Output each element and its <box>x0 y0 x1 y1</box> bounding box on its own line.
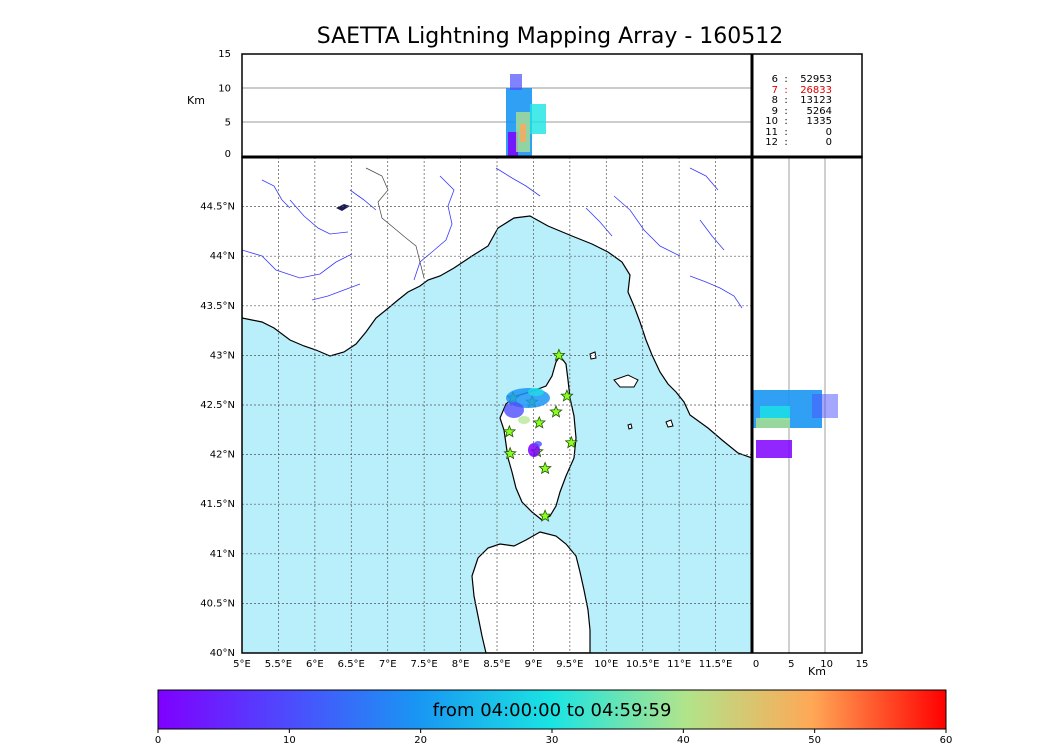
lon-tick-label: 6.5°E <box>338 659 365 670</box>
station-star-icon <box>503 446 517 460</box>
stats-row: 9: 5264 <box>760 105 856 118</box>
stats-label: 12 <box>765 137 778 148</box>
lat-tick-label: 44.5°N <box>200 202 235 213</box>
stats-value: 1335 <box>806 116 832 127</box>
lake <box>336 204 350 211</box>
lat-tick-label: 41.5°N <box>200 499 235 510</box>
colorbar-ticks: 0 10 20 30 40 50 60 <box>155 729 953 746</box>
stats-row: 7:26833 <box>760 84 856 97</box>
stats-separator: : <box>784 74 788 85</box>
land-mainland <box>242 157 752 459</box>
station-star-icon <box>532 415 547 429</box>
colorbar-tick-label: 30 <box>546 735 559 746</box>
lon-tick-label: 9.5°E <box>556 659 583 670</box>
station-star-icon <box>549 404 563 418</box>
colorbar-tick-label: 20 <box>414 735 427 746</box>
lat-tick-label: 43.5°N <box>200 301 235 312</box>
lat-lon-grid <box>242 157 752 653</box>
lon-tick-label: 8°E <box>452 659 470 670</box>
lon-tick-label: 5.5°E <box>265 659 292 670</box>
stats-table: 6:52953 7:26833 8:13123 9:5264 10:1335 11:0 12… <box>760 74 856 149</box>
stats-label: 8 <box>771 95 778 106</box>
lat-tick-label: 43°N <box>210 350 235 361</box>
plan-lightning-sources <box>504 388 550 457</box>
island-elba <box>613 374 639 388</box>
stats-value: 26833 <box>800 84 832 96</box>
station-star-icon <box>560 389 574 402</box>
stats-value: 0 <box>825 126 832 138</box>
stats-label: 11 <box>765 126 778 138</box>
stats-row: 11: 0 <box>760 126 856 139</box>
stats-value: 5264 <box>806 105 832 117</box>
stats-separator: : <box>784 137 788 148</box>
top-ylabel: Km <box>187 94 205 107</box>
alt-tick-label: 5 <box>225 118 231 129</box>
lat-tick-label: 44°N <box>210 251 235 262</box>
lon-tick-label: 10°E <box>594 659 618 670</box>
colorbar-tick-label: 0 <box>155 735 161 746</box>
stats-separator: : <box>784 105 788 117</box>
stats-value: 52953 <box>800 74 832 85</box>
lat-tick-label: 42.5°N <box>200 400 235 411</box>
lon-tick-label: 11.5°E <box>699 659 733 670</box>
lon-tick-label: 8.5°E <box>483 659 510 670</box>
lon-tick-label: 11°E <box>667 659 691 670</box>
axis-labels: 5°E 5.5°E 6°E 6.5°E 7°E 7.5°E 8°E 8.5°E 9°E 9.5°E… <box>187 49 868 678</box>
lon-tick-label: 6°E <box>306 659 324 670</box>
right-altitude-panel <box>752 157 862 653</box>
stats-row: 8: 13123 <box>760 95 856 107</box>
top-altitude-panel <box>242 54 752 157</box>
plan-view-map <box>242 157 752 653</box>
station-star-icon <box>564 435 579 449</box>
colorbar-caption: from 04:00:00 to 04:59:59 <box>432 700 672 721</box>
alt-tick-label: 15 <box>218 49 231 60</box>
stats-label: 9 <box>771 105 778 117</box>
colorbar-tick-label: 50 <box>808 735 821 746</box>
lat-tick-label: 40°N <box>210 648 235 659</box>
stats-row: 12: 0 <box>760 137 856 149</box>
lon-tick-label: 7.5°E <box>411 659 438 670</box>
stats-row: 6: 52953 <box>760 74 856 86</box>
colorbar <box>157 689 947 730</box>
alt-tick-label: 0 <box>225 149 231 160</box>
station-star-icon <box>538 461 552 475</box>
colorbar-tick-label: 40 <box>677 735 690 746</box>
stats-label: 10 <box>765 116 778 127</box>
station-star-icon <box>538 508 552 522</box>
lon-tick-label: 10.5°E <box>626 659 660 670</box>
right-xlabel: Km <box>808 665 826 678</box>
colorbar-tick-label: 60 <box>940 735 953 746</box>
stats-separator: : <box>784 95 788 106</box>
alt-x-tick-label: 5 <box>788 659 794 670</box>
station-star-icon <box>552 348 566 362</box>
station-star-icon <box>502 424 517 438</box>
island-montecristo <box>627 423 633 430</box>
alt-x-tick-label: 0 <box>753 659 759 670</box>
island-capraia <box>589 351 597 360</box>
lon-tick-label: 7°E <box>379 659 397 670</box>
lat-tick-label: 40.5°N <box>200 598 235 609</box>
stats-separator: : <box>784 84 788 96</box>
stats-value: 13123 <box>800 95 832 106</box>
alt-x-tick-label: 10 <box>820 659 833 670</box>
lat-tick-label: 41°N <box>210 549 235 560</box>
alt-x-tick-label: 15 <box>856 659 869 670</box>
lon-tick-label: 5°E <box>233 659 251 670</box>
land-sardinia <box>471 531 591 653</box>
lon-tick-label: 9°E <box>525 659 543 670</box>
stats-row: 10: 1335 <box>760 116 856 128</box>
stats-separator: : <box>784 116 788 127</box>
colorbar-tick-label: 10 <box>283 735 296 746</box>
lat-tick-label: 42°N <box>210 450 235 461</box>
alt-tick-label: 10 <box>218 83 231 94</box>
stats-label: 6 <box>771 74 778 85</box>
stats-label: 7 <box>771 84 778 96</box>
island-giglio <box>665 419 674 428</box>
page-title: SAETTA Lightning Mapping Array - 160512 <box>316 24 784 49</box>
stats-value: 0 <box>825 137 832 148</box>
stats-separator: : <box>784 126 788 138</box>
